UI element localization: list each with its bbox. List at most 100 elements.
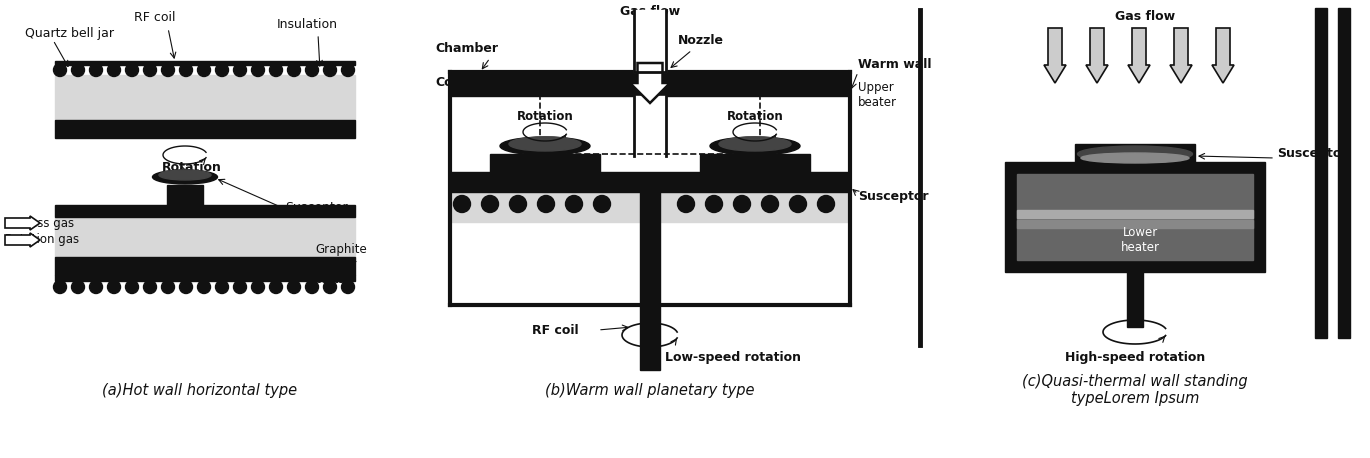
Bar — [640, 192, 660, 370]
Text: Rotation: Rotation — [726, 109, 784, 122]
Text: Rotation gas: Rotation gas — [5, 234, 79, 246]
Text: Gas flow: Gas flow — [1115, 10, 1175, 23]
FancyArrow shape — [1044, 28, 1066, 83]
Circle shape — [789, 196, 807, 213]
Circle shape — [233, 64, 247, 76]
Circle shape — [89, 64, 103, 76]
Ellipse shape — [719, 137, 790, 151]
Bar — [1315, 8, 1328, 338]
Text: Insulation: Insulation — [277, 18, 338, 32]
Bar — [1075, 144, 1195, 166]
FancyArrow shape — [5, 216, 40, 230]
Circle shape — [453, 196, 470, 213]
Text: Collector: Collector — [436, 76, 497, 88]
Text: Gas flow: Gas flow — [621, 5, 680, 18]
FancyArrow shape — [1086, 28, 1108, 83]
Ellipse shape — [1081, 153, 1189, 163]
Circle shape — [252, 280, 264, 294]
Bar — [1017, 174, 1254, 260]
Bar — [55, 275, 355, 281]
Text: RF coil: RF coil — [532, 323, 578, 337]
Circle shape — [71, 280, 85, 294]
Circle shape — [706, 196, 722, 213]
Bar — [1017, 220, 1254, 228]
Circle shape — [323, 280, 337, 294]
Text: Rotation: Rotation — [516, 109, 574, 122]
Circle shape — [818, 196, 834, 213]
Circle shape — [53, 280, 67, 294]
Text: Process gas: Process gas — [5, 217, 74, 229]
Circle shape — [288, 64, 300, 76]
FancyArrow shape — [1212, 28, 1234, 83]
FancyArrow shape — [1128, 28, 1149, 83]
Bar — [1338, 8, 1349, 338]
Text: Susceptor: Susceptor — [858, 191, 929, 203]
Text: Susceptor: Susceptor — [285, 202, 348, 214]
Circle shape — [323, 64, 337, 76]
Circle shape — [215, 64, 229, 76]
Circle shape — [270, 64, 282, 76]
Ellipse shape — [152, 170, 218, 184]
Text: Graphite
reactor
parts: Graphite reactor parts — [315, 244, 367, 287]
Text: RF coil: RF coil — [134, 11, 175, 24]
Circle shape — [107, 64, 121, 76]
Bar — [634, 10, 666, 72]
Bar — [490, 154, 600, 172]
Bar — [449, 192, 849, 222]
Bar — [449, 172, 849, 192]
Circle shape — [762, 196, 778, 213]
FancyArrow shape — [1170, 28, 1192, 83]
Circle shape — [197, 64, 211, 76]
Ellipse shape — [1077, 146, 1192, 162]
Circle shape — [288, 280, 300, 294]
Circle shape — [162, 280, 174, 294]
Circle shape — [341, 64, 355, 76]
Bar — [700, 154, 810, 172]
Text: Quartz bell jar: Quartz bell jar — [25, 27, 114, 39]
Ellipse shape — [510, 137, 581, 151]
Circle shape — [197, 280, 211, 294]
Bar — [1017, 210, 1254, 218]
Circle shape — [162, 64, 174, 76]
Circle shape — [270, 280, 282, 294]
Circle shape — [107, 280, 121, 294]
Text: Low-speed rotation: Low-speed rotation — [664, 350, 801, 364]
Text: Nozzle: Nozzle — [678, 33, 723, 47]
Bar — [55, 217, 355, 257]
FancyArrow shape — [5, 233, 40, 247]
Circle shape — [144, 280, 156, 294]
Circle shape — [126, 280, 138, 294]
Circle shape — [233, 280, 247, 294]
Text: Lower
heater: Lower heater — [1121, 226, 1159, 254]
Circle shape — [733, 196, 751, 213]
Bar — [1006, 162, 1265, 272]
Circle shape — [566, 196, 582, 213]
Circle shape — [593, 196, 611, 213]
Bar — [1128, 272, 1143, 327]
Circle shape — [481, 196, 499, 213]
Circle shape — [144, 64, 156, 76]
Circle shape — [510, 196, 526, 213]
Text: Susceptor: Susceptor — [1277, 147, 1348, 160]
Bar — [55, 205, 355, 217]
Bar — [449, 74, 849, 96]
Circle shape — [179, 280, 193, 294]
Circle shape — [215, 280, 229, 294]
Text: (c)Quasi-thermal wall standing
typeLorem Ipsum: (c)Quasi-thermal wall standing typeLorem… — [1022, 374, 1248, 406]
Ellipse shape — [159, 170, 211, 180]
Circle shape — [179, 64, 193, 76]
Circle shape — [678, 196, 695, 213]
Circle shape — [89, 280, 103, 294]
Circle shape — [306, 64, 318, 76]
Circle shape — [306, 280, 318, 294]
Text: Rotation: Rotation — [162, 162, 222, 174]
Bar — [634, 96, 666, 156]
Text: (a)Hot wall horizontal type: (a)Hot wall horizontal type — [103, 382, 297, 398]
Text: Upper
beater: Upper beater — [858, 81, 897, 109]
Circle shape — [537, 196, 555, 213]
Circle shape — [71, 64, 85, 76]
Text: High-speed rotation: High-speed rotation — [1064, 350, 1206, 364]
Text: (b)Warm wall planetary type: (b)Warm wall planetary type — [545, 382, 755, 398]
Circle shape — [341, 280, 355, 294]
Ellipse shape — [710, 137, 800, 155]
